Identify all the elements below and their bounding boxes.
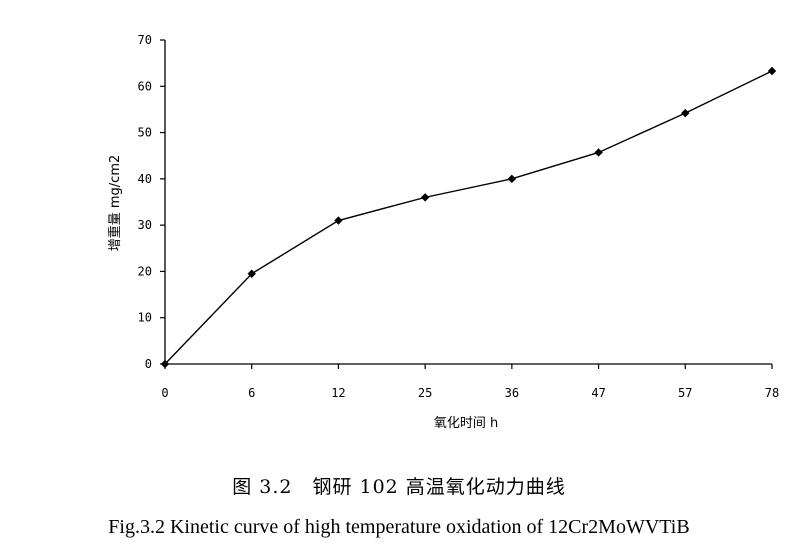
y-tick-label: 20 <box>138 264 152 278</box>
y-tick-label: 10 <box>138 311 152 325</box>
data-point <box>594 148 603 157</box>
y-axis: 0 10 20 30 40 50 60 70 <box>138 33 166 371</box>
x-tick-label: 78 <box>765 386 779 400</box>
data-point <box>681 108 690 118</box>
series <box>160 66 777 369</box>
data-point <box>767 66 777 76</box>
figure-caption-chinese: 图 3.2 钢研 102 高温氧化动力曲线 <box>232 476 566 498</box>
x-tick-label: 57 <box>678 386 692 400</box>
x-axis: 0 6 12 25 36 47 57 78 <box>161 363 779 400</box>
series-line <box>164 70 773 365</box>
y-axis-title: 增重量 mg/cm2 <box>107 155 123 252</box>
y-tick-label: 60 <box>138 79 152 93</box>
oxidation-kinetics-chart: 0 10 20 30 40 50 60 70 0 6 12 25 36 47 57 78 氧化时间 h 增重… <box>107 33 779 431</box>
data-point <box>160 359 170 369</box>
data-point <box>334 216 343 225</box>
y-tick-label: 70 <box>138 33 152 47</box>
data-point <box>247 269 256 278</box>
y-tick-label: 30 <box>138 218 152 232</box>
y-tick-label: 0 <box>145 357 152 371</box>
x-tick-label: 36 <box>505 386 519 400</box>
y-tick-label: 50 <box>138 126 152 140</box>
data-point <box>507 174 517 184</box>
x-tick-label: 25 <box>418 386 432 400</box>
x-axis-title: 氧化时间 h <box>434 416 498 431</box>
x-tick-label: 6 <box>248 386 255 400</box>
x-tick-label: 47 <box>591 386 605 400</box>
data-point <box>420 193 430 202</box>
figure-caption-english: Fig.3.2 Kinetic curve of high temperatur… <box>108 516 690 538</box>
y-tick-label: 40 <box>138 172 152 186</box>
x-tick-label: 0 <box>161 386 168 400</box>
x-tick-label: 12 <box>331 386 345 400</box>
